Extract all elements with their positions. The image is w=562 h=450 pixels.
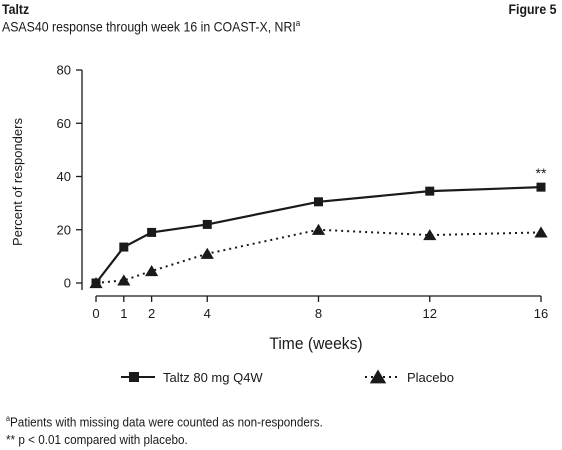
taltz-data-point [147,227,157,237]
significance-annotation: ** [536,165,547,181]
y-axis-title: Percent of responders [10,118,25,246]
x-tick-label: 0 [92,306,99,321]
taltz-data-point [119,242,129,252]
drug-name: Taltz [2,1,30,17]
footnotes: aPatients with missing data were counted… [6,410,323,449]
series-line-placebo [95,228,542,284]
y-tick-label: 40 [57,169,71,184]
placebo-data-point [311,223,326,235]
footnote-b: ** p < 0.01 compared with placebo. [6,432,188,448]
x-tick-label: 2 [148,306,155,321]
legend-marker-taltz [129,372,139,382]
placebo-data-point [423,229,437,241]
placebo-data-point [89,277,103,289]
x-tick-label: 12 [423,306,437,321]
y-tick-label: 0 [64,276,71,291]
taltz-data-point [314,197,323,207]
subtitle-footnote-marker: a [295,18,301,28]
legend-label-taltz: Taltz 80 mg Q4W [163,370,263,385]
x-tick-label: 4 [204,306,211,321]
legend-marker-placebo [369,369,387,384]
y-tick-label: 80 [57,63,71,78]
y-tick-label: 60 [57,116,71,131]
taltz-data-point [202,219,212,229]
subtitle-text: ASAS40 response through week 16 in COAST… [2,18,296,35]
x-tick-label: 8 [315,306,322,321]
placebo-data-point [145,265,159,277]
taltz-data-point [536,182,546,192]
x-tick-label: 16 [534,306,548,321]
footnote-a-text: Patients with missing data were counted … [10,414,323,430]
placebo-data-point [200,247,214,259]
y-tick-label: 20 [57,222,71,237]
chart-subtitle: ASAS40 response through week 16 in COAST… [2,18,300,35]
footnote-a-marker: a [6,414,11,423]
figure-label: Figure 5 [508,1,556,17]
x-axis-title: Time (weeks) [269,334,362,353]
footnote-a: aPatients with missing data were counted… [6,410,323,431]
x-tick-label: 1 [120,306,127,321]
placebo-data-point [534,226,548,238]
placebo-data-point [117,274,131,286]
taltz-data-point [425,186,435,196]
legend-label-placebo: Placebo [407,370,454,385]
